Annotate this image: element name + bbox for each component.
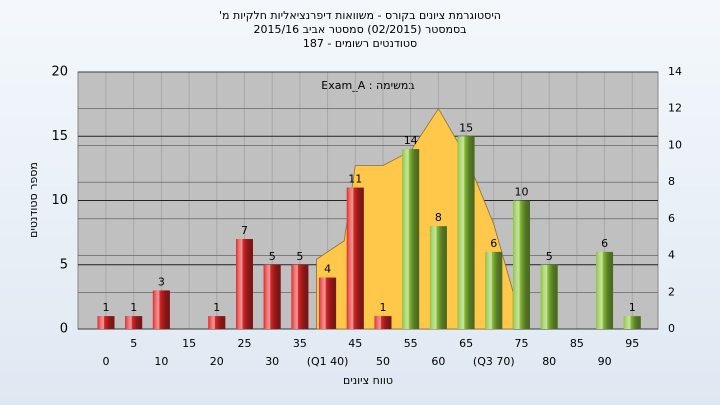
y-tick-label: 10	[51, 193, 68, 208]
value-label: 5	[546, 250, 553, 263]
bar-shade	[596, 251, 614, 329]
value-label: 6	[601, 237, 608, 250]
title-line: בסמסטר (02/2015) סמסטר אביב 2015/16	[253, 23, 466, 36]
x-tick-label: 20	[210, 355, 224, 368]
title-line: סטודנטים רשומים - 187	[303, 37, 417, 50]
x-axis-label: טווח ציונים	[343, 374, 393, 387]
bar-shade	[291, 264, 309, 329]
bar-shade	[319, 277, 337, 329]
y2-tick-label: 14	[668, 65, 682, 78]
bar-shade	[513, 200, 530, 329]
y2-tick-label: 8	[668, 175, 675, 188]
value-label: 1	[213, 301, 220, 314]
x-tick-label: 65	[459, 337, 473, 350]
title-line: היסטוגרמת ציונים בקורס - משוואות דיפרנצי…	[219, 9, 501, 22]
value-label: 4	[324, 263, 331, 276]
value-label: 1	[103, 301, 110, 314]
y2-tick-label: 6	[668, 212, 675, 225]
bar-shade	[457, 136, 475, 329]
y2-tick-label: 0	[668, 322, 675, 335]
y-tick-label: 15	[51, 129, 68, 144]
x-tick-label: 75	[515, 337, 529, 350]
bar-shade	[125, 316, 143, 329]
value-label: 5	[296, 250, 303, 263]
value-label: 6	[490, 237, 497, 250]
bar-shade	[623, 316, 641, 329]
x-tick-label: 85	[570, 337, 584, 350]
value-label: 1	[380, 301, 387, 314]
value-label: 3	[158, 275, 165, 288]
x-tick-label: 35	[293, 337, 307, 350]
x-tick-label: 10	[154, 355, 168, 368]
x-tick-label: 90	[598, 355, 612, 368]
bar-shade	[346, 187, 364, 329]
bar-shade	[97, 316, 115, 329]
y2-tick-label: 2	[668, 285, 675, 298]
value-label: 1	[629, 301, 636, 314]
annotation: במשימה : Exam_A	[321, 79, 414, 92]
x-tick-label: 25	[238, 337, 252, 350]
x-tick-label: 95	[625, 337, 639, 350]
x-tick-label: 45	[348, 337, 362, 350]
bar-shade	[402, 149, 420, 329]
y-tick-label: 20	[51, 65, 68, 80]
y-axis-label: מספר סטודנטים	[27, 162, 40, 238]
value-label: 15	[459, 121, 473, 134]
x-tick-label: (Q3 70)	[473, 355, 515, 368]
x-tick-label: (Q1 40)	[307, 355, 349, 368]
y-tick-label: 5	[60, 257, 68, 272]
y2-tick-label: 12	[668, 102, 682, 115]
y2-tick-label: 4	[668, 249, 675, 262]
bar-shade	[208, 316, 226, 329]
bar-shade	[263, 264, 281, 329]
x-tick-label: 5	[130, 337, 137, 350]
y-tick-label: 0	[60, 322, 68, 337]
x-tick-label: 55	[404, 337, 418, 350]
y2-tick-label: 10	[668, 138, 682, 151]
bar-shade	[236, 239, 253, 329]
x-tick-label: 0	[103, 355, 110, 368]
value-label: 5	[269, 250, 276, 263]
value-label: 10	[515, 186, 529, 199]
value-label: 11	[348, 173, 362, 186]
value-label: 8	[435, 211, 442, 224]
x-tick-label: 50	[376, 355, 390, 368]
bar-shade	[540, 264, 558, 329]
bar-shade	[152, 290, 170, 329]
x-tick-label: 80	[542, 355, 556, 368]
value-label: 1	[130, 301, 137, 314]
value-label: 14	[404, 134, 418, 147]
bar-shade	[485, 251, 503, 329]
x-tick-label: 60	[431, 355, 445, 368]
x-tick-label: 15	[182, 337, 196, 350]
bar-shade	[429, 226, 447, 329]
x-tick-label: 30	[265, 355, 279, 368]
value-label: 7	[241, 224, 248, 237]
bar-shade	[374, 316, 392, 329]
